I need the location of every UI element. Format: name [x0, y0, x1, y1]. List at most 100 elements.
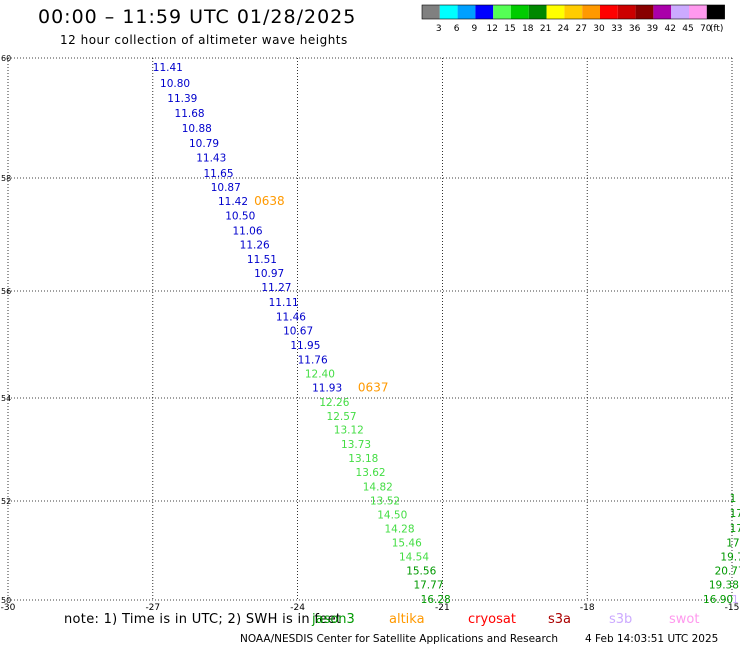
legend-altika: altika: [389, 612, 425, 627]
colorbar-swatch: [635, 5, 654, 19]
longitude-tick-label: -24: [290, 603, 305, 613]
colorbar-swatch: [600, 5, 618, 19]
colorbar-label: 33: [611, 24, 622, 34]
wave-height-readings: 11.41 10.80 11.39 11.68 10.88 10.79 11.43 11.65…: [153, 62, 740, 620]
wave-height-value: 14.28: [384, 523, 414, 535]
wave-height-value: 11.95: [290, 340, 320, 352]
longitude-tick-label: -15: [725, 603, 740, 613]
legend-jason3: jason3: [312, 612, 355, 627]
colorbar-swatch: [689, 5, 707, 19]
wave-height-value: 11.41: [153, 62, 183, 74]
wave-height-value: 14.82: [363, 482, 393, 494]
wave-height-value: 17.8: [730, 523, 740, 535]
colorbar-label: 21: [540, 24, 551, 34]
latitude-tick-label: 52: [1, 497, 11, 506]
legend-s3b: s3b: [609, 612, 633, 627]
colorbar-label: 27: [575, 24, 586, 34]
wave-height-value: 12.40: [305, 368, 335, 380]
colorbar-swatch: [653, 5, 672, 19]
colorbar-label: 18: [522, 24, 534, 34]
wave-height-value: 10.67: [283, 326, 313, 338]
colorbar-frame: [421, 4, 725, 20]
colorbar-label: 24: [558, 24, 570, 34]
wave-height-value: 17.2: [726, 537, 740, 549]
colorbar-swatch: [528, 5, 547, 19]
latitude-tick-label: 58: [1, 174, 11, 183]
colorbar-unit: (ft): [710, 24, 724, 34]
wave-height-value: 14.54: [399, 552, 429, 564]
colorbar-swatch: [671, 5, 689, 19]
wave-height-value: 16.90: [703, 594, 733, 606]
colorbar-label: 36: [629, 24, 641, 34]
wave-height-value: 12.57: [327, 411, 357, 423]
colorbar-swatch: [617, 5, 636, 19]
wave-height-value: 19.38: [709, 580, 739, 592]
colorbar-label: 9: [472, 24, 478, 34]
longitude-tick-label: -21: [435, 603, 450, 613]
longitude-tick-label: -18: [580, 603, 595, 613]
wave-height-value: 13.52: [370, 496, 400, 508]
wave-height-value: 11.68: [175, 108, 205, 120]
plot-area: [8, 58, 732, 600]
longitude-tick-label: -30: [1, 603, 16, 613]
colorbar-label: 30: [593, 24, 605, 34]
colorbar-label: 45: [682, 24, 693, 34]
wave-height-value: 10.79: [189, 138, 219, 150]
wave-height-value: 11.26: [240, 239, 270, 251]
colorbar-swatch: [439, 5, 458, 19]
colorbar-swatch: [475, 5, 494, 19]
colorbar-label: 42: [664, 24, 675, 34]
wave-height-value: 11.65: [203, 168, 233, 180]
wave-height-value: 11.93: [312, 382, 342, 394]
longitude-tick-label: -27: [145, 603, 160, 613]
wave-height-value: 13.12: [334, 425, 364, 437]
wave-height-value: 11.76: [298, 354, 328, 366]
pass-time-label: 0638: [254, 194, 285, 208]
wave-height-value: 11.46: [276, 311, 306, 323]
wave-height-value: 17: [730, 508, 740, 520]
wave-height-value: 11.06: [232, 225, 262, 237]
colorbar-label: 39: [647, 24, 659, 34]
colorbar-swatch: [706, 5, 725, 19]
footnote: note: 1) Time is in UTC; 2) SWH is in fe…: [64, 612, 342, 627]
wave-height-value: 13.73: [341, 439, 371, 451]
wave-height-value: 11.51: [247, 254, 277, 266]
colorbar-label: 12: [486, 24, 497, 34]
colorbar-label: 6: [454, 24, 460, 34]
latitude-tick-label: 54: [1, 394, 11, 403]
page-title: 00:00 – 11:59 UTC 01/28/2025: [38, 6, 357, 28]
wave-height-value: 19.74: [720, 552, 740, 564]
wave-height-value: 20.77: [715, 566, 740, 578]
legend-s3a: s3a: [548, 612, 572, 627]
wave-height-value: 10.97: [254, 268, 284, 280]
colorbar-label: 3: [436, 24, 442, 34]
colorbar-swatch: [422, 5, 440, 19]
colorbar-swatch: [564, 5, 583, 19]
wave-height-colorbar: 3 6 9 12 15 18 21 24 27 30 33 36 39 42 45 70(ft): [421, 4, 725, 34]
wave-height-value: 11.43: [196, 153, 226, 165]
colorbar-swatch: [582, 5, 600, 19]
colorbar-label: 15: [504, 24, 515, 34]
wave-height-value: 15.56: [406, 566, 436, 578]
wave-height-value: 1: [732, 594, 739, 606]
wave-height-value: 1: [730, 493, 737, 505]
wave-height-value: 17.77: [413, 580, 443, 592]
wave-height-value: 10.80: [160, 78, 190, 90]
latitude-tick-label: 50: [1, 596, 11, 605]
wave-height-value: 14.50: [377, 509, 407, 521]
latitude-tick-label: 60: [1, 54, 11, 63]
pass-time-label: 0636: [462, 606, 493, 620]
credit-text: NOAA/NESDIS Center for Satellite Applica…: [240, 633, 558, 645]
wave-height-value: 10.50: [225, 211, 255, 223]
pass-time-label: 0637: [358, 380, 389, 394]
colorbar-swatch: [457, 5, 476, 19]
wave-height-value: 13.18: [348, 453, 378, 465]
colorbar-swatch: [511, 5, 529, 19]
legend-cryosat: cryosat: [468, 612, 516, 627]
timestamp: 4 Feb 14:03:51 UTC 2025: [585, 633, 719, 645]
colorbar-swatch: [546, 5, 565, 19]
page-subtitle: 12 hour collection of altimeter wave hei…: [60, 33, 348, 47]
legend-swot: swot: [669, 612, 700, 627]
wave-height-value: 13.62: [356, 467, 386, 479]
